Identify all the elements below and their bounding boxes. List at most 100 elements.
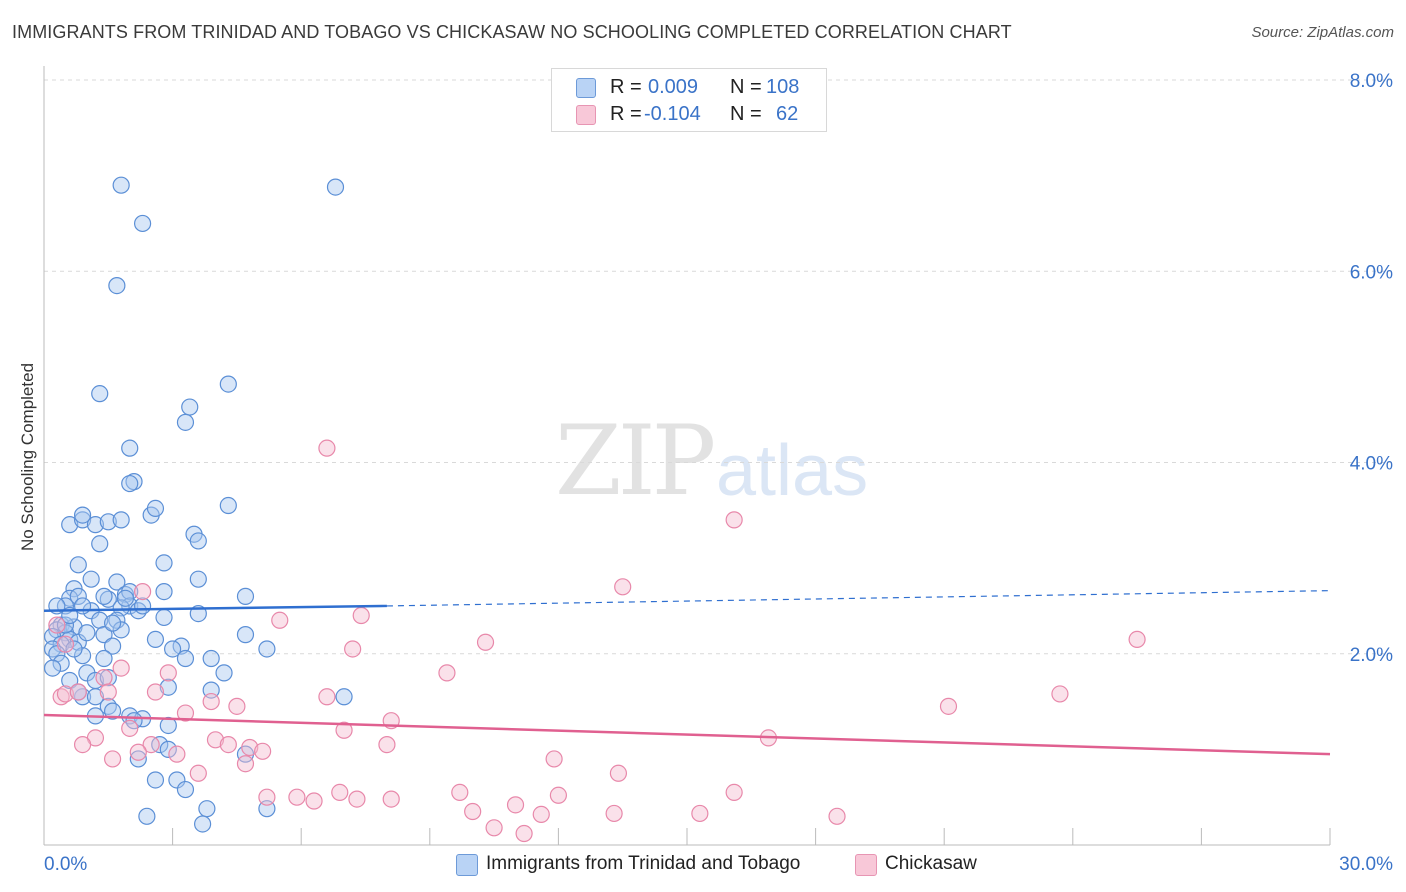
- correlation-legend: R = 0.009 N = 108 R = -0.104 N = 62: [551, 68, 827, 132]
- data-point-trinidad: [73, 647, 92, 665]
- data-point-trinidad: [69, 556, 87, 574]
- legend-r-label: R =: [610, 103, 642, 125]
- data-point-chickasaw: [241, 738, 259, 757]
- legend-r-value: 0.009: [648, 76, 699, 98]
- data-point-trinidad: [52, 654, 70, 672]
- data-point-chickasaw: [69, 683, 87, 701]
- data-point-chickasaw: [549, 786, 568, 804]
- legend-swatch-pink: [576, 105, 596, 125]
- data-point-trinidad: [168, 771, 186, 789]
- data-point-chickasaw: [133, 582, 152, 601]
- series-chickasaw-points: [48, 439, 1146, 843]
- data-point-trinidad: [121, 474, 139, 493]
- data-point-chickasaw: [159, 664, 177, 682]
- data-point-trinidad: [108, 276, 126, 295]
- data-point-chickasaw: [103, 750, 122, 768]
- data-point-chickasaw: [335, 721, 353, 739]
- data-point-chickasaw: [464, 802, 482, 821]
- source-label: Source: ZipAtlas.com: [1251, 24, 1394, 41]
- legend-n-label: N =: [730, 76, 762, 98]
- data-point-chickasaw: [48, 616, 66, 634]
- data-point-chickasaw: [348, 790, 366, 808]
- data-point-trinidad: [112, 176, 130, 194]
- data-point-chickasaw: [691, 804, 709, 823]
- data-point-trinidad: [99, 669, 117, 687]
- data-point-trinidad: [78, 624, 96, 642]
- data-point-trinidad: [95, 626, 113, 644]
- data-point-chickasaw: [614, 578, 632, 596]
- data-point-trinidad: [91, 535, 109, 553]
- data-point-chickasaw: [219, 735, 237, 754]
- x-tick-label: 0.0%: [44, 854, 87, 875]
- data-point-chickasaw: [939, 697, 958, 715]
- tick-labels: 2.0% 4.0% 6.0% 8.0% 0.0% 30.0%: [44, 71, 1393, 875]
- data-point-chickasaw: [99, 683, 117, 701]
- data-point-trinidad: [99, 513, 117, 531]
- data-point-trinidad: [202, 649, 220, 668]
- data-point-chickasaw: [438, 664, 456, 682]
- data-point-chickasaw: [725, 511, 743, 529]
- data-point-trinidad: [335, 688, 353, 706]
- trend-line-trinidad: [43, 604, 387, 612]
- data-point-trinidad: [103, 614, 122, 632]
- grid-lines: [44, 79, 1392, 655]
- data-point-trinidad: [159, 678, 177, 696]
- data-point-trinidad: [189, 570, 207, 588]
- watermark-zip: ZIP: [555, 405, 716, 517]
- data-point-trinidad: [112, 511, 130, 529]
- data-point-trinidad: [155, 608, 173, 627]
- data-point-chickasaw: [56, 685, 75, 703]
- data-point-trinidad: [108, 573, 126, 591]
- data-point-chickasaw: [236, 755, 255, 773]
- axes: [43, 66, 1331, 846]
- data-point-chickasaw: [515, 824, 533, 843]
- data-point-chickasaw: [1051, 685, 1069, 703]
- data-point-chickasaw: [352, 606, 370, 625]
- legend-r-label: R =: [610, 76, 642, 98]
- data-point-chickasaw: [378, 735, 396, 754]
- legend-n-value: 62: [776, 103, 799, 125]
- data-point-chickasaw: [506, 796, 525, 814]
- data-point-trinidad: [159, 740, 177, 758]
- data-point-trinidad: [121, 439, 139, 457]
- data-point-chickasaw: [168, 745, 186, 763]
- data-point-chickasaw: [112, 659, 130, 677]
- data-point-trinidad: [82, 570, 100, 588]
- data-point-chickasaw: [189, 764, 207, 782]
- data-point-trinidad: [61, 671, 79, 690]
- trend-line-trinidad-extension: [386, 590, 1331, 607]
- data-point-chickasaw: [288, 788, 306, 806]
- data-point-chickasaw: [344, 640, 362, 658]
- data-point-chickasaw: [725, 783, 743, 802]
- data-point-trinidad: [176, 413, 195, 431]
- data-point-trinidad: [103, 702, 122, 720]
- data-point-trinidad: [86, 688, 105, 706]
- data-point-chickasaw: [202, 692, 220, 711]
- data-point-trinidad: [159, 716, 177, 735]
- data-point-trinidad: [236, 587, 255, 605]
- bottom-legend-swatch-blue: [456, 854, 478, 876]
- data-point-trinidad: [176, 649, 195, 668]
- data-point-chickasaw: [318, 439, 336, 457]
- data-point-trinidad: [61, 516, 79, 534]
- data-point-trinidad: [73, 506, 92, 524]
- data-point-trinidad: [236, 626, 255, 644]
- data-point-trinidad: [176, 780, 195, 799]
- data-point-trinidad: [112, 621, 130, 639]
- trend-line-chickasaw: [43, 713, 1331, 756]
- legend-swatch-blue: [576, 78, 596, 98]
- data-point-chickasaw: [56, 635, 75, 653]
- watermark-atlas: atlas: [716, 431, 869, 511]
- data-point-trinidad: [133, 597, 152, 615]
- data-point-chickasaw: [485, 819, 503, 837]
- data-point-trinidad: [103, 637, 122, 655]
- y-tick-label: 2.0%: [1350, 645, 1393, 666]
- data-point-trinidad: [138, 807, 156, 825]
- data-point-chickasaw: [146, 683, 165, 701]
- data-point-trinidad: [95, 649, 113, 668]
- x-tick-label: 30.0%: [1339, 854, 1393, 875]
- bottom-legend-label-trinidad: Immigrants from Trinidad and Tobago: [486, 853, 801, 874]
- y-tick-label: 8.0%: [1350, 71, 1393, 92]
- data-point-chickasaw: [176, 704, 195, 722]
- legend-n-label: N =: [730, 103, 762, 125]
